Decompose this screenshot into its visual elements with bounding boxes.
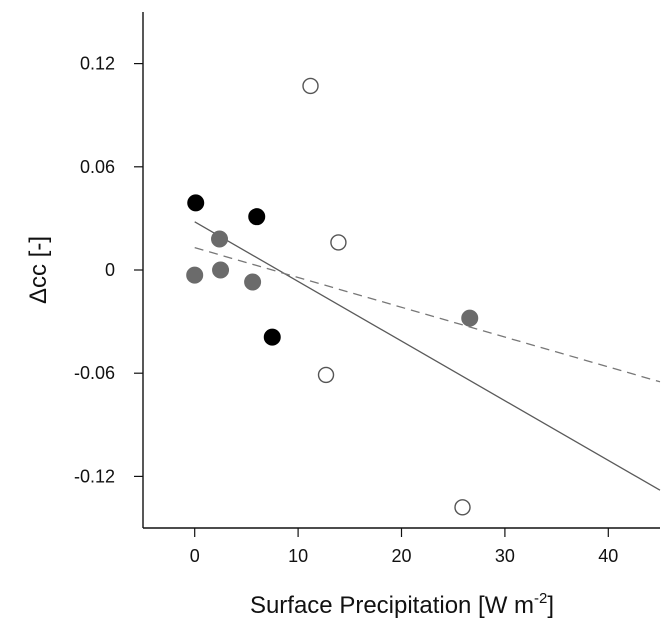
data-point-open: [317, 366, 335, 384]
data-point-filled-black: [263, 328, 281, 346]
fit-lines: [194, 221, 661, 491]
y-tick-label: 0.12: [80, 54, 115, 74]
data-point-filled-black: [248, 208, 266, 226]
x-axis-title: Surface Precipitation [W m-2]: [250, 590, 554, 619]
y-tick-label: 0.06: [80, 157, 115, 177]
x-tick-label: 10: [288, 546, 308, 566]
data-point-filled-gray: [244, 273, 262, 291]
data-point-filled-black: [187, 194, 205, 212]
x-tick-label: 0: [190, 546, 200, 566]
y-axis-title: Δcc [-]: [25, 236, 52, 304]
data-point-open: [302, 77, 319, 95]
data-point-filled-gray: [186, 266, 204, 284]
y-axis-ticks: -0.12 -0.06 0 0.06 0.12: [74, 54, 143, 486]
data-points: [186, 77, 479, 516]
data-point-open: [330, 234, 347, 251]
x-axis-title-main: Surface Precipitation [W m: [250, 592, 534, 619]
x-tick-label: 30: [495, 546, 515, 566]
y-tick-label: -0.12: [74, 466, 115, 486]
data-point-open: [454, 499, 471, 516]
dashed-fit-line: [194, 247, 661, 383]
y-tick-label: 0: [105, 260, 115, 280]
data-point-filled-gray: [212, 261, 230, 279]
solid-fit-line: [194, 221, 661, 491]
data-point-filled-gray: [211, 230, 229, 248]
x-tick-label: 40: [598, 546, 618, 566]
x-axis-ticks: 0 10 20 30 40: [190, 528, 618, 566]
x-tick-label: 20: [391, 546, 411, 566]
x-axis-title-end: ]: [547, 592, 554, 619]
data-point-filled-gray: [461, 309, 479, 327]
y-tick-label: -0.06: [74, 363, 115, 383]
x-axis-title-sup: -2: [534, 590, 547, 607]
